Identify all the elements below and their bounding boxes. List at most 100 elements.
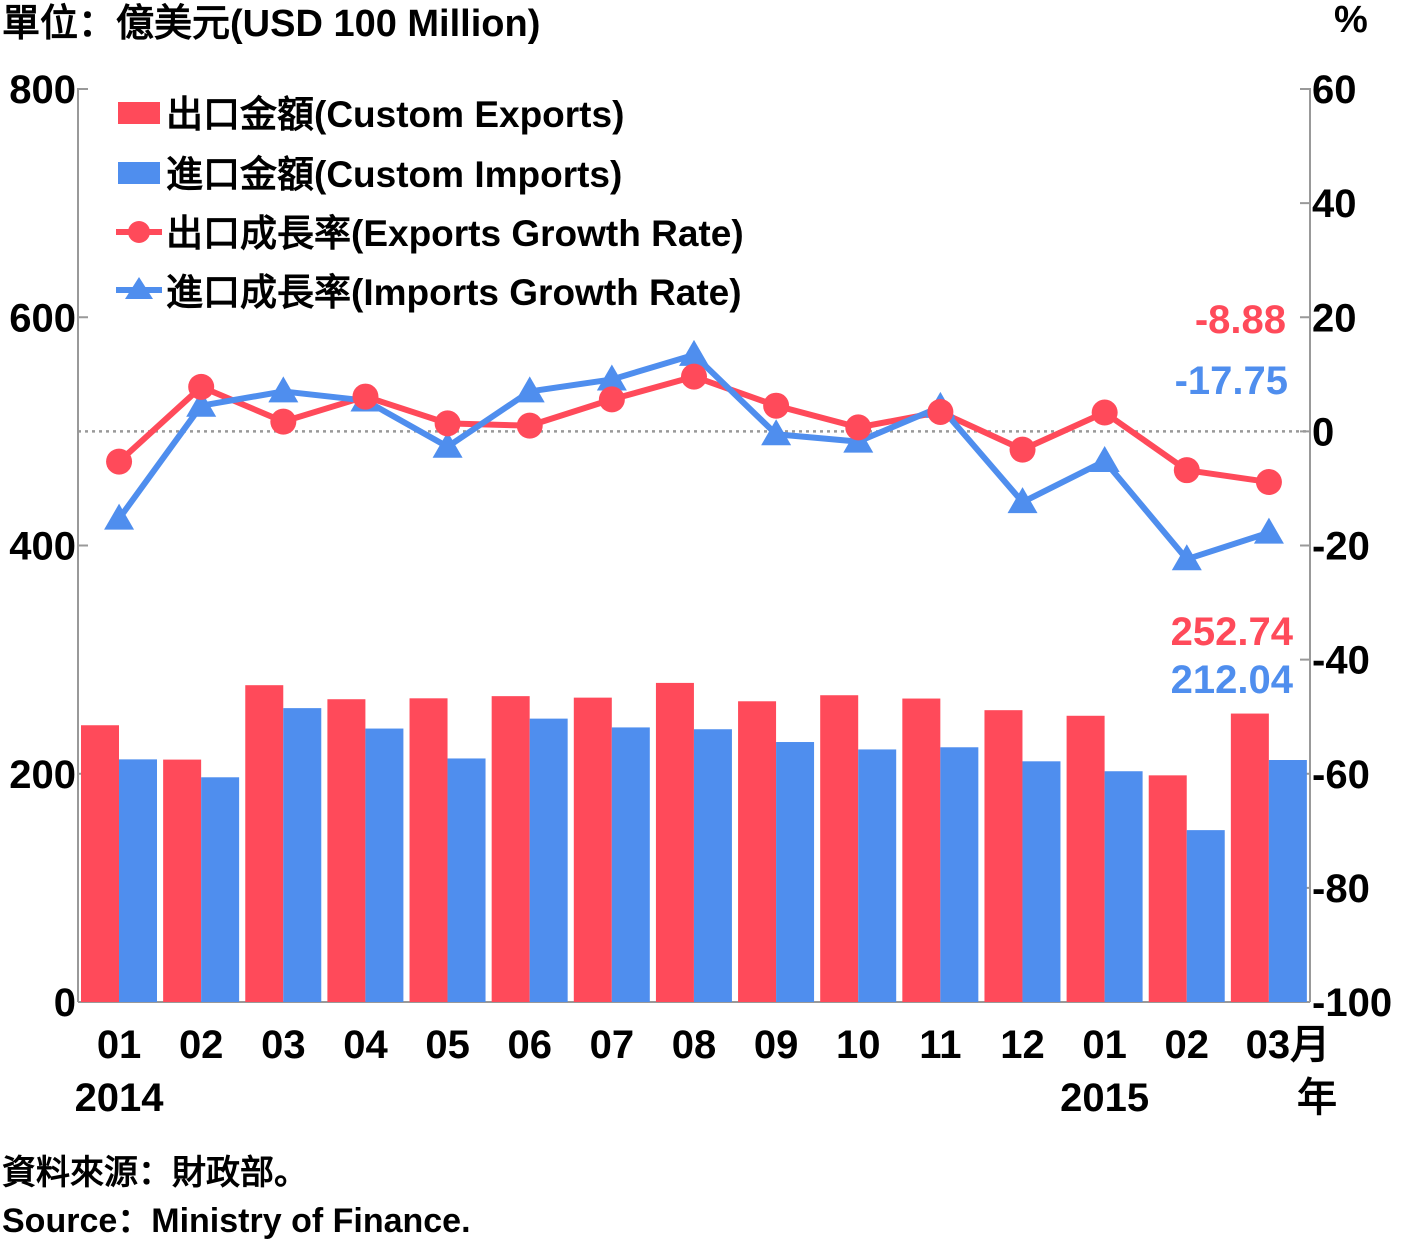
bar-exports: [738, 701, 777, 1002]
marker-imports-growth: [761, 419, 792, 446]
bar-exports: [409, 698, 448, 1002]
bar-imports: [119, 759, 157, 1002]
marker-exports-growth: [598, 386, 625, 413]
right-tick-label: 20: [1312, 296, 1357, 340]
right-tick-label: -100: [1312, 981, 1392, 1025]
marker-exports-growth: [927, 398, 954, 425]
marker-exports-growth: [1009, 436, 1036, 463]
bar-exports: [81, 725, 119, 1002]
unit-label: 單位：億美元(USD 100 Million): [2, 3, 540, 45]
marker-exports-growth: [681, 363, 707, 390]
marker-exports-growth: [188, 373, 215, 400]
year-label: 2014: [75, 1076, 165, 1120]
marker-imports-growth: [1171, 544, 1202, 571]
source-zh: 資料來源：財政部。: [2, 1154, 308, 1192]
left-tick-label: 400: [9, 525, 76, 569]
right-tick-label: 0: [1312, 410, 1334, 454]
source-en: Source：Ministry of Finance.: [2, 1202, 471, 1240]
bar-imports: [693, 729, 732, 1002]
annotation-export-value: 252.74: [1171, 610, 1294, 654]
bar-exports: [902, 698, 941, 1002]
right-tick-label: -40: [1312, 639, 1370, 683]
marker-imports-growth: [104, 503, 135, 530]
x-tick-label: 12: [1000, 1023, 1045, 1067]
x-tick-label: 10: [836, 1023, 881, 1067]
bar-imports: [529, 718, 568, 1002]
marker-exports-growth: [763, 392, 790, 419]
bar-exports: [1066, 715, 1105, 1002]
legend-label-exports: 出口金額(Custom Exports): [166, 93, 624, 135]
bar-exports: [655, 682, 694, 1002]
bar-exports: [984, 710, 1023, 1002]
x-tick-label: 02: [179, 1023, 224, 1067]
x-tick-label: 04: [343, 1023, 388, 1067]
marker-imports-growth: [432, 431, 463, 458]
bar-imports: [858, 749, 897, 1002]
right-tick-label: -60: [1312, 753, 1370, 797]
marker-exports-growth: [1091, 399, 1118, 426]
right-tick-label: -20: [1312, 525, 1370, 569]
bar-imports: [611, 727, 650, 1002]
right-unit-label: %: [1334, 0, 1368, 41]
x-tick-label: 08: [672, 1023, 717, 1067]
x-tick-label: 09: [754, 1023, 799, 1067]
bar-exports: [573, 697, 612, 1002]
x-tick-label: 03: [261, 1023, 306, 1067]
bar-imports: [447, 758, 486, 1002]
bar-exports: [1230, 713, 1269, 1002]
x-tick-label: 03月: [1246, 1023, 1331, 1067]
x-tick-label: 07: [590, 1023, 635, 1067]
marker-exports-growth: [1255, 469, 1282, 496]
bar-imports: [1186, 830, 1225, 1002]
marker-exports-growth: [270, 408, 297, 435]
bar-imports: [283, 708, 322, 1002]
marker-exports-growth: [516, 412, 543, 439]
annotation-import-rate: -17.75: [1175, 359, 1288, 403]
bar-imports: [201, 777, 240, 1002]
legend-label-export-rate: 出口成長率(Exports Growth Rate): [166, 213, 744, 254]
marker-imports-growth: [186, 390, 217, 417]
bar-exports: [820, 695, 859, 1002]
x-tick-label: 01: [1082, 1023, 1127, 1067]
bar-exports: [245, 685, 284, 1002]
bar-exports: [1148, 775, 1187, 1002]
marker-exports-growth: [845, 414, 872, 441]
marker-imports-growth: [1007, 487, 1038, 514]
marker-imports-growth: [1089, 446, 1120, 473]
left-tick-label: 0: [54, 981, 76, 1025]
legend-swatch-imports: [118, 162, 160, 184]
bar-imports: [1104, 771, 1143, 1002]
bar-imports: [1268, 760, 1307, 1002]
annotation-export-rate: -8.88: [1195, 298, 1286, 342]
right-tick-label: -80: [1312, 867, 1370, 911]
marker-imports-growth: [679, 339, 709, 366]
marker-imports-growth: [514, 376, 545, 403]
marker-exports-growth: [1173, 457, 1200, 484]
legend-label-import-rate: 進口成長率(Imports Growth Rate): [166, 272, 742, 313]
bar-imports: [1022, 761, 1061, 1002]
legend-marker-triangle-icon: [125, 277, 153, 299]
annotation-import-value: 212.04: [1171, 658, 1294, 702]
x-tick-label: 06: [507, 1023, 552, 1067]
legend-swatch-exports: [118, 102, 160, 124]
year-label: 2015: [1060, 1076, 1149, 1120]
left-tick-label: 200: [9, 753, 76, 797]
x-tick-label: 01: [97, 1023, 142, 1067]
x-tick-label: 02: [1165, 1023, 1210, 1067]
marker-imports-growth: [268, 376, 299, 403]
marker-exports-growth: [352, 383, 379, 410]
x-tick-label: 05: [425, 1023, 470, 1067]
right-tick-label: 40: [1312, 182, 1357, 226]
legend-label-imports: 進口金額(Custom Imports): [166, 153, 622, 195]
bar-imports: [365, 728, 404, 1002]
bar-imports: [940, 747, 979, 1002]
legend: 出口金額(Custom Exports) 進口金額(Custom Imports…: [116, 93, 744, 313]
bar-exports: [491, 696, 530, 1002]
left-tick-label: 600: [9, 296, 76, 340]
marker-imports-growth: [1253, 517, 1284, 544]
x-tick-label: 11: [919, 1023, 961, 1067]
x-year-suffix: 年: [1297, 1076, 1337, 1120]
bar-exports: [327, 699, 366, 1002]
marker-exports-growth: [434, 410, 461, 437]
